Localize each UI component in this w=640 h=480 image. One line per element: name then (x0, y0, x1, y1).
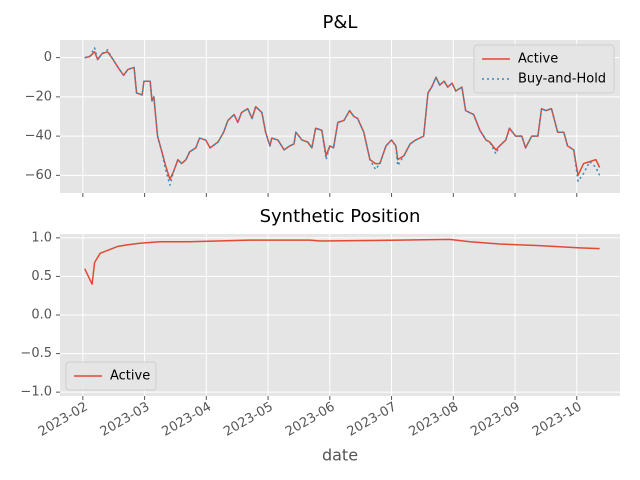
legend-box (473, 44, 615, 94)
x-tick-label: 2023-09 (468, 400, 523, 440)
y-tick-label: −60 (25, 168, 52, 183)
y-tick-label: −40 (25, 129, 52, 144)
x-axis-label: date (322, 446, 358, 465)
x-tick-label: 2023-03 (98, 400, 153, 440)
x-tick-label: 2023-04 (160, 400, 215, 440)
legend-box (65, 361, 157, 391)
chart-title: P&L (323, 12, 358, 33)
legend-label: Active (518, 52, 558, 67)
legend-label: Buy-and-Hold (518, 72, 606, 87)
x-tick-label: 2023-02 (36, 400, 91, 440)
y-tick-label: 1.0 (31, 230, 52, 245)
y-tick-label: −0.5 (20, 346, 52, 361)
y-tick-label: 0.5 (31, 269, 52, 284)
series-line (84, 238, 600, 285)
x-tick-label: 2023-05 (221, 400, 276, 440)
series-line (84, 47, 601, 186)
x-tick-label: 2023-08 (406, 400, 461, 440)
y-tick-label: −1.0 (20, 385, 52, 400)
x-tick-label: 2023-06 (283, 400, 338, 440)
y-tick-label: 0 (44, 50, 52, 65)
legend-label: Active (110, 369, 150, 384)
x-tick-label: 2023-10 (530, 400, 585, 440)
y-tick-label: 0.0 (31, 308, 52, 323)
x-tick-label: 2023-07 (345, 400, 400, 440)
y-tick-label: −20 (25, 89, 52, 104)
chart-title: Synthetic Position (260, 206, 421, 227)
